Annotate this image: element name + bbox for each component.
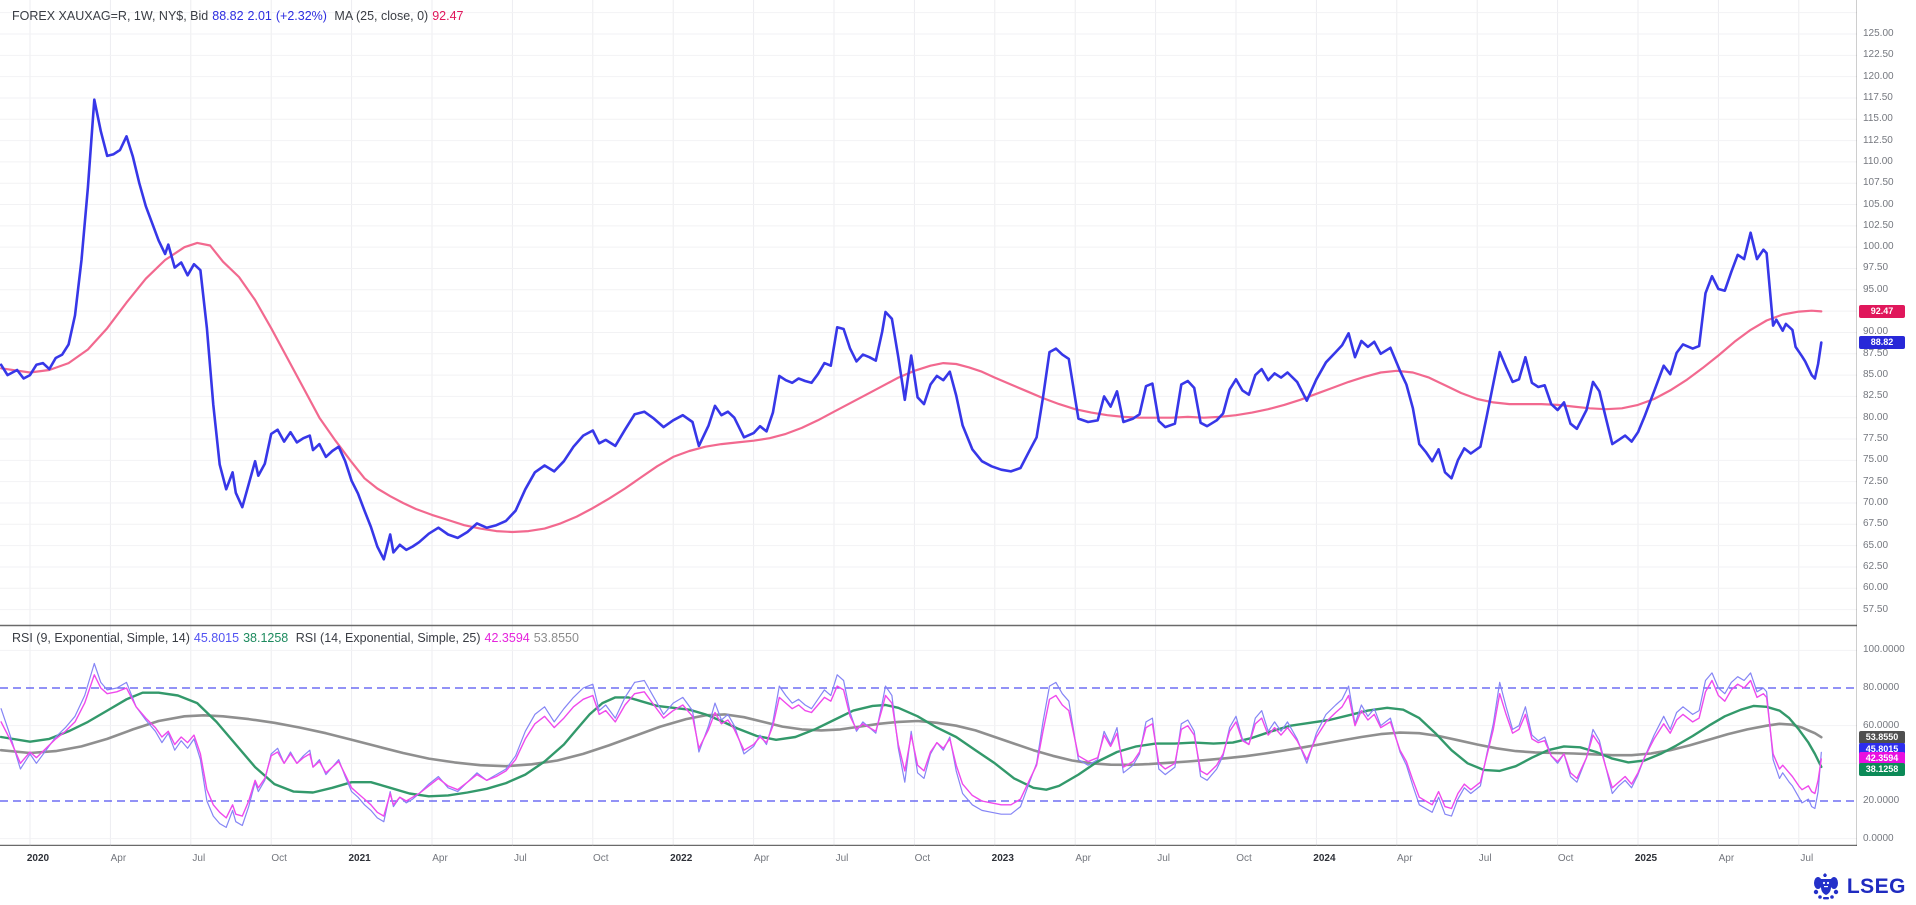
rsi-axis-label: 20.0000 (1863, 795, 1900, 806)
gridlines (0, 0, 1857, 845)
rsi-axis-label: 60.0000 (1863, 719, 1900, 731)
axis-badge-42.3594: 42.3594 (1859, 752, 1905, 766)
rsi-axis-label: 0.0000 (1863, 832, 1894, 844)
time-axis-label-2022: 2022 (670, 853, 693, 864)
time-axis-label-2025: 2025 (1634, 853, 1658, 864)
time-axis-label-Jul: Jul (1157, 853, 1170, 864)
time-axis-label-Apr: Apr (110, 853, 127, 864)
time-axis-label-Apr: Apr (1718, 853, 1735, 864)
price-axis-label: 90.00 (1863, 326, 1889, 338)
time-axis-label-Apr: Apr (1397, 853, 1413, 864)
lseg-logo: LSEG (1811, 873, 1906, 901)
price-axis-label: 122.50 (1863, 49, 1894, 61)
rsi-series (0, 662, 1823, 828)
price-axis-label: 110.00 (1863, 155, 1893, 167)
price-axis-label: 70.00 (1863, 496, 1889, 508)
axis-badge-53.8550: 53.8550 (1859, 730, 1905, 744)
chart-canvas[interactable] (0, 0, 1916, 881)
time-axis-label-Oct: Oct (914, 853, 931, 864)
time-axis-label-Jul: Jul (192, 853, 206, 864)
price-axis-label: 125.00 (1863, 28, 1894, 39)
rsi-legend-segment: RSI (14, Exponential, Simple, 25) (292, 631, 481, 645)
axis-badge-88.82: 88.82 (1859, 336, 1905, 349)
rsi-axis-label: 80.0000 (1863, 682, 1900, 693)
price-legend-segment: 2.01 (247, 9, 272, 23)
rsi-axis-label: 100.0000 (1863, 644, 1905, 656)
price-series (0, 98, 1823, 561)
time-axis-label-Apr: Apr (432, 853, 448, 864)
price-axis-label: 97.50 (1863, 262, 1889, 274)
price-axis-label: 77.50 (1863, 433, 1889, 445)
time-axis-label-Oct: Oct (1236, 853, 1252, 864)
time-axis[interactable] (0, 846, 1857, 880)
price-legend-segment: 92.47 (432, 9, 464, 23)
time-axis-label-Jul: Jul (1478, 853, 1492, 864)
time-axis-label-Jul: Jul (1800, 853, 1814, 864)
price-axis-label: 117.50 (1863, 91, 1893, 103)
rsi-legend-segment: 53.8550 (533, 631, 579, 645)
price-axis-label: 60.00 (1863, 582, 1889, 594)
price-axis-label: 72.50 (1863, 475, 1889, 487)
rsi-band-lines (0, 687, 1857, 802)
price-axis-label: 67.50 (1863, 518, 1889, 530)
time-axis-label-Apr: Apr (1075, 853, 1091, 864)
rsi-legend-segment: 38.1258 (243, 631, 289, 645)
price-legend-segment: 88.82 (212, 9, 244, 23)
axis-badge-38.1258: 38.1258 (1859, 763, 1905, 777)
price-legend-segment: (+2.32%) (275, 9, 327, 23)
price-axis-label: 107.50 (1863, 177, 1894, 189)
price-axis-label: 57.50 (1863, 603, 1889, 615)
lseg-logo-text: LSEG (1846, 875, 1906, 898)
price-axis-label: 102.50 (1863, 219, 1894, 231)
price-axis-label: 120.00 (1863, 70, 1894, 82)
price-axis-label: 75.00 (1863, 454, 1889, 466)
time-axis-label-2021: 2021 (348, 853, 371, 864)
bid-line (0, 98, 1823, 561)
price-axis-label: 82.50 (1863, 390, 1889, 402)
price-axis-label: 62.50 (1863, 560, 1889, 572)
price-axis-label: 87.50 (1863, 347, 1889, 359)
time-axis-label-Oct: Oct (593, 853, 609, 864)
price-axis-label: 80.00 (1863, 411, 1889, 423)
rsi-legend-segment: 42.3594 (484, 631, 530, 645)
price-legend-segment: MA (25, close, 0) (330, 9, 429, 23)
rsi-legend-segment: 45.8015 (193, 631, 240, 645)
time-axis-label-Jul: Jul (835, 853, 849, 864)
rsi-legend: RSI (9, Exponential, Simple, 14) 45.8015 3… (12, 631, 583, 645)
time-axis-label-2020: 2020 (26, 853, 50, 864)
price-axis-label: 85.00 (1863, 369, 1889, 381)
price-axis-label: 95.00 (1863, 283, 1889, 295)
ma-line (0, 241, 1823, 534)
price-axis-label: 100.00 (1863, 241, 1894, 253)
price-axis-label: 65.00 (1863, 539, 1889, 551)
price-axis-label: 105.00 (1863, 198, 1894, 210)
price-legend: FOREX XAUXAG=R, 1W, NY$, Bid 88.82 2.01 (+2… (12, 9, 468, 23)
time-axis-label-Oct: Oct (1557, 853, 1574, 864)
time-axis-label-Jul: Jul (513, 853, 527, 864)
rsi14-line (0, 674, 1822, 819)
time-axis-label-2024: 2024 (1313, 853, 1336, 864)
price-legend-segment: FOREX XAUXAG=R, 1W, NY$, Bid (12, 9, 209, 23)
price-axis-label: 115.00 (1863, 113, 1893, 125)
rsi9-smooth-line (0, 691, 1823, 798)
rsi14-smooth-line (0, 713, 1823, 768)
time-axis-label-Oct: Oct (271, 853, 287, 864)
lseg-crest-icon (1813, 873, 1839, 900)
axis-badge-92.47: 92.47 (1859, 304, 1905, 318)
time-axis-label-2023: 2023 (991, 853, 1014, 864)
time-axis-label-Apr: Apr (753, 853, 770, 864)
rsi-legend-segment: RSI (9, Exponential, Simple, 14) (12, 631, 190, 645)
price-axis-label: 112.50 (1863, 134, 1893, 146)
